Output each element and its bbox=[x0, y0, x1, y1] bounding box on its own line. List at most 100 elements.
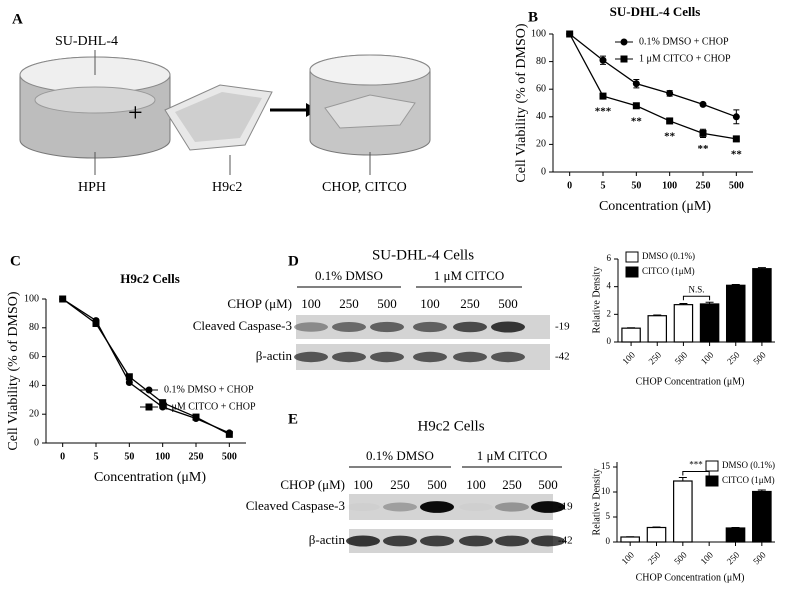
lane-label: 250 bbox=[460, 296, 480, 311]
annotation: ** bbox=[664, 130, 676, 142]
blot-band bbox=[531, 535, 565, 547]
y-tick-label: 40 bbox=[536, 111, 546, 122]
marker bbox=[666, 117, 674, 125]
x-tick-label: 250 bbox=[647, 349, 664, 366]
x-axis-label: CHOP Concentration (μM) bbox=[636, 572, 745, 583]
legend-swatch bbox=[625, 251, 639, 263]
x-tick-label: 100 bbox=[699, 349, 716, 366]
y-tick-label: 0 bbox=[607, 336, 612, 346]
y-tick-label: 15 bbox=[601, 461, 611, 471]
marker bbox=[125, 379, 133, 387]
annotation: *** bbox=[595, 106, 612, 118]
marker bbox=[599, 56, 607, 64]
y-tick-label: 0 bbox=[606, 536, 611, 546]
bracket bbox=[682, 295, 711, 301]
x-tick-label: 500 bbox=[751, 349, 768, 366]
bracket-label: *** bbox=[689, 460, 703, 470]
bar bbox=[673, 304, 694, 343]
bar bbox=[725, 527, 746, 543]
size-marker: -42 bbox=[558, 535, 573, 547]
panel-label: C bbox=[10, 253, 21, 269]
x-tick-label: 100 bbox=[155, 451, 170, 462]
y-tick-label: 10 bbox=[601, 486, 611, 496]
size-marker: -19 bbox=[558, 501, 573, 513]
x-tick-label: 250 bbox=[725, 549, 742, 566]
marker bbox=[566, 30, 574, 38]
group-label: 1 μM CITCO bbox=[477, 448, 548, 463]
y-tick-label: 20 bbox=[29, 408, 39, 419]
legend-label: 1 μM CITCO + CHOP bbox=[164, 401, 256, 412]
lane-label: 500 bbox=[498, 296, 518, 311]
marker bbox=[59, 295, 67, 303]
bar bbox=[647, 315, 668, 343]
row-label: CHOP (μM) bbox=[280, 477, 345, 492]
row-label: β-actin bbox=[256, 348, 293, 363]
blot-band bbox=[332, 351, 366, 363]
blot-band bbox=[531, 501, 565, 513]
x-tick-label: 500 bbox=[672, 549, 689, 566]
bar bbox=[699, 303, 720, 343]
y-axis-label: Cell Viability (% of DMSO) bbox=[6, 291, 21, 450]
blot-band bbox=[346, 503, 380, 511]
blot-band bbox=[332, 322, 366, 332]
row-label: Cleaved Caspase-3 bbox=[193, 318, 292, 333]
x-axis-label: CHOP Concentration (μM) bbox=[636, 376, 745, 387]
y-tick-label: 100 bbox=[24, 293, 39, 304]
y-tick-label: 100 bbox=[531, 28, 546, 39]
bracket bbox=[682, 471, 710, 476]
legend-label: 0.1% DMSO + CHOP bbox=[164, 384, 254, 395]
x-tick-label: 500 bbox=[673, 349, 690, 366]
x-tick-label: 250 bbox=[725, 349, 742, 366]
group-label: 0.1% DMSO bbox=[366, 448, 434, 463]
blot-band bbox=[459, 535, 493, 547]
lane-label: 250 bbox=[339, 296, 359, 311]
blot-title: H9c2 Cells bbox=[417, 418, 484, 434]
x-axis-label: Concentration (μM) bbox=[599, 199, 711, 214]
x-axis-label: Concentration (μM) bbox=[94, 470, 206, 485]
legend-label: 0.1% DMSO + CHOP bbox=[639, 36, 729, 47]
lane-label: 500 bbox=[377, 296, 397, 311]
lane-label: 500 bbox=[427, 477, 447, 492]
legend-label: 1 μM CITCO + CHOP bbox=[639, 53, 731, 64]
marker bbox=[666, 89, 674, 97]
row-label: β-actin bbox=[309, 532, 346, 547]
lane-label: 100 bbox=[301, 296, 321, 311]
y-tick-label: 2 bbox=[607, 308, 612, 318]
y-tick-label: 0 bbox=[541, 166, 546, 177]
marker bbox=[632, 80, 640, 88]
legend-marker bbox=[620, 55, 628, 63]
axis-line bbox=[616, 462, 775, 543]
blot-band bbox=[370, 351, 404, 363]
x-tick-label: 0 bbox=[60, 451, 65, 462]
x-tick-label: 0 bbox=[567, 180, 572, 191]
x-tick-label: 100 bbox=[619, 549, 636, 566]
plus-sign: + bbox=[128, 98, 143, 127]
panel-label: D bbox=[288, 253, 299, 269]
diagram: + bbox=[19, 50, 431, 175]
series-line bbox=[569, 33, 737, 140]
legend-label: DMSO (0.1%) bbox=[722, 460, 775, 470]
blot-band bbox=[294, 322, 328, 332]
diagram-label: H9c2 bbox=[212, 180, 242, 195]
x-tick-label: 100 bbox=[698, 549, 715, 566]
marker bbox=[732, 113, 740, 121]
y-tick-label: 6 bbox=[607, 253, 612, 263]
y-tick-label: 40 bbox=[29, 380, 39, 391]
chart-title: H9c2 Cells bbox=[120, 271, 180, 286]
legend-swatch bbox=[705, 475, 719, 487]
legend-marker bbox=[620, 38, 628, 46]
error-bar bbox=[678, 477, 687, 481]
chart-title: SU-DHL-4 Cells bbox=[610, 4, 701, 19]
bracket-label: N.S. bbox=[688, 284, 704, 294]
row-label: CHOP (μM) bbox=[227, 296, 292, 311]
y-tick-label: 4 bbox=[607, 281, 612, 291]
marker bbox=[159, 399, 167, 407]
lane-label: 250 bbox=[390, 477, 410, 492]
x-tick-label: 500 bbox=[222, 451, 237, 462]
y-tick-label: 5 bbox=[606, 511, 611, 521]
x-tick-label: 5 bbox=[94, 451, 99, 462]
error-bar bbox=[679, 303, 688, 305]
blot-band bbox=[491, 321, 525, 333]
group-label: 1 μM CITCO bbox=[434, 268, 505, 283]
legend-marker bbox=[145, 403, 153, 411]
